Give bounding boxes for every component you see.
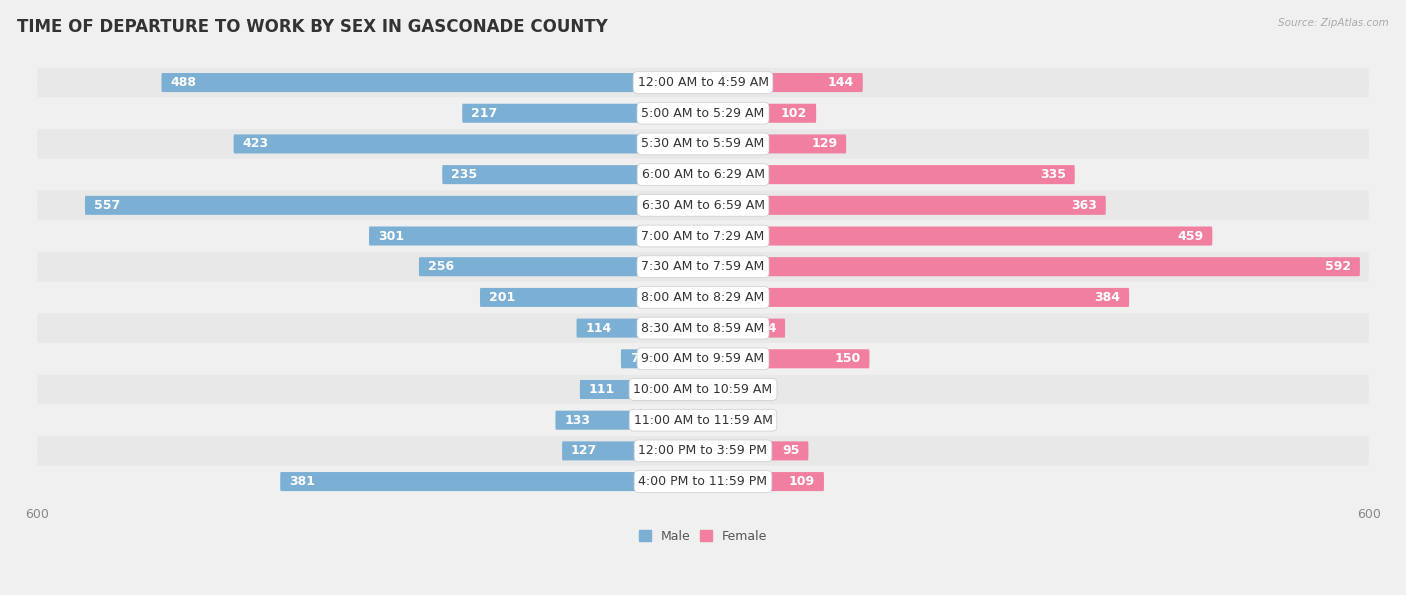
Text: 129: 129 [811, 137, 837, 151]
FancyBboxPatch shape [37, 405, 1369, 435]
Text: 363: 363 [1071, 199, 1097, 212]
FancyBboxPatch shape [703, 380, 747, 399]
FancyBboxPatch shape [703, 441, 808, 461]
Text: 102: 102 [782, 107, 807, 120]
Text: 109: 109 [789, 475, 815, 488]
FancyBboxPatch shape [37, 436, 1369, 466]
FancyBboxPatch shape [37, 252, 1369, 281]
Text: 9:00 AM to 9:59 AM: 9:00 AM to 9:59 AM [641, 352, 765, 365]
FancyBboxPatch shape [37, 344, 1369, 374]
Text: 6:00 AM to 6:29 AM: 6:00 AM to 6:29 AM [641, 168, 765, 181]
FancyBboxPatch shape [443, 165, 703, 184]
Text: 150: 150 [834, 352, 860, 365]
FancyBboxPatch shape [463, 104, 703, 123]
FancyBboxPatch shape [703, 411, 776, 430]
FancyBboxPatch shape [562, 441, 703, 461]
FancyBboxPatch shape [37, 467, 1369, 496]
FancyBboxPatch shape [37, 283, 1369, 312]
Text: 5:30 AM to 5:59 AM: 5:30 AM to 5:59 AM [641, 137, 765, 151]
FancyBboxPatch shape [37, 375, 1369, 404]
FancyBboxPatch shape [703, 288, 1129, 307]
FancyBboxPatch shape [280, 472, 703, 491]
FancyBboxPatch shape [479, 288, 703, 307]
Text: 8:00 AM to 8:29 AM: 8:00 AM to 8:29 AM [641, 291, 765, 304]
Text: 7:30 AM to 7:59 AM: 7:30 AM to 7:59 AM [641, 260, 765, 273]
Text: 74: 74 [630, 352, 647, 365]
Text: 10:00 AM to 10:59 AM: 10:00 AM to 10:59 AM [634, 383, 772, 396]
Text: 144: 144 [828, 76, 853, 89]
Text: 6:30 AM to 6:59 AM: 6:30 AM to 6:59 AM [641, 199, 765, 212]
FancyBboxPatch shape [162, 73, 703, 92]
Text: 12:00 PM to 3:59 PM: 12:00 PM to 3:59 PM [638, 444, 768, 458]
FancyBboxPatch shape [579, 380, 703, 399]
Text: 4:00 PM to 11:59 PM: 4:00 PM to 11:59 PM [638, 475, 768, 488]
Text: 384: 384 [1094, 291, 1121, 304]
FancyBboxPatch shape [703, 318, 785, 337]
Text: 235: 235 [451, 168, 477, 181]
FancyBboxPatch shape [621, 349, 703, 368]
FancyBboxPatch shape [37, 68, 1369, 98]
FancyBboxPatch shape [233, 134, 703, 154]
Text: 217: 217 [471, 107, 498, 120]
Text: 592: 592 [1324, 260, 1351, 273]
Text: 201: 201 [489, 291, 515, 304]
Text: 256: 256 [427, 260, 454, 273]
FancyBboxPatch shape [368, 227, 703, 246]
Text: 8:30 AM to 8:59 AM: 8:30 AM to 8:59 AM [641, 322, 765, 334]
Text: Source: ZipAtlas.com: Source: ZipAtlas.com [1278, 18, 1389, 28]
FancyBboxPatch shape [703, 104, 817, 123]
FancyBboxPatch shape [703, 349, 869, 368]
Text: 301: 301 [378, 230, 404, 243]
FancyBboxPatch shape [703, 134, 846, 154]
Text: 127: 127 [571, 444, 598, 458]
Legend: Male, Female: Male, Female [634, 525, 772, 548]
Text: 7:00 AM to 7:29 AM: 7:00 AM to 7:29 AM [641, 230, 765, 243]
Text: 66: 66 [751, 414, 768, 427]
Text: 133: 133 [564, 414, 591, 427]
FancyBboxPatch shape [84, 196, 703, 215]
FancyBboxPatch shape [555, 411, 703, 430]
FancyBboxPatch shape [37, 129, 1369, 159]
FancyBboxPatch shape [37, 314, 1369, 343]
Text: 423: 423 [242, 137, 269, 151]
FancyBboxPatch shape [576, 318, 703, 337]
Text: 39: 39 [754, 383, 769, 396]
FancyBboxPatch shape [37, 99, 1369, 128]
Text: 95: 95 [782, 444, 800, 458]
Text: 111: 111 [589, 383, 614, 396]
Text: 381: 381 [290, 475, 315, 488]
Text: 74: 74 [759, 322, 776, 334]
Text: 12:00 AM to 4:59 AM: 12:00 AM to 4:59 AM [637, 76, 769, 89]
Text: 557: 557 [94, 199, 120, 212]
FancyBboxPatch shape [419, 257, 703, 276]
Text: 459: 459 [1177, 230, 1204, 243]
FancyBboxPatch shape [703, 227, 1212, 246]
Text: 488: 488 [170, 76, 197, 89]
FancyBboxPatch shape [703, 73, 863, 92]
FancyBboxPatch shape [703, 257, 1360, 276]
FancyBboxPatch shape [703, 165, 1074, 184]
Text: 5:00 AM to 5:29 AM: 5:00 AM to 5:29 AM [641, 107, 765, 120]
FancyBboxPatch shape [703, 196, 1105, 215]
Text: 114: 114 [585, 322, 612, 334]
Text: 11:00 AM to 11:59 AM: 11:00 AM to 11:59 AM [634, 414, 772, 427]
FancyBboxPatch shape [37, 190, 1369, 220]
Text: 335: 335 [1040, 168, 1066, 181]
FancyBboxPatch shape [703, 472, 824, 491]
Text: TIME OF DEPARTURE TO WORK BY SEX IN GASCONADE COUNTY: TIME OF DEPARTURE TO WORK BY SEX IN GASC… [17, 18, 607, 36]
FancyBboxPatch shape [37, 221, 1369, 250]
FancyBboxPatch shape [37, 160, 1369, 189]
